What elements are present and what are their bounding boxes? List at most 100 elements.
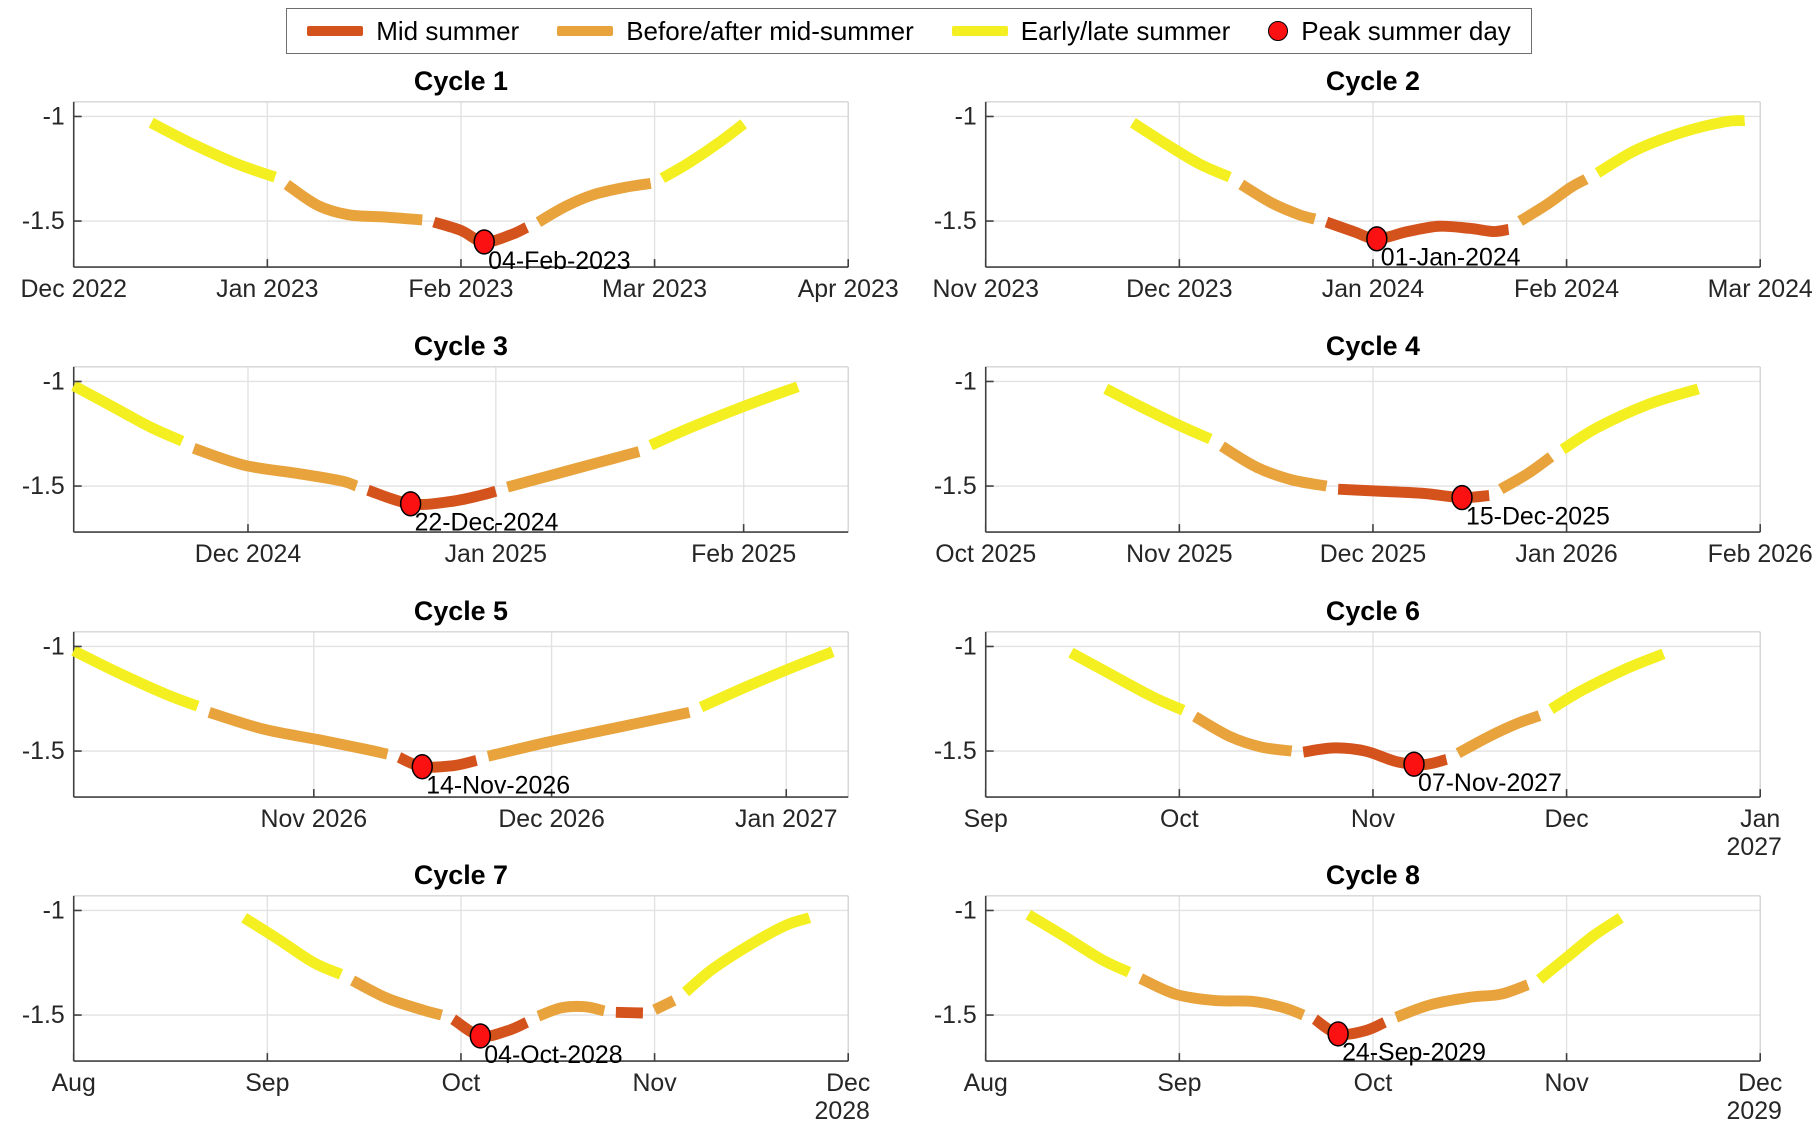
x-tick-label: Feb 2025 — [691, 540, 796, 568]
curve-segment-mid — [366, 484, 498, 510]
curve-segment-edge — [698, 646, 835, 712]
curve-segment-edge — [1559, 383, 1700, 454]
x-tick-label: Sep — [245, 1069, 289, 1097]
curve-segment-edge — [241, 913, 344, 980]
x-tick-label: Jan 2023 — [216, 275, 318, 303]
cycle-8-plot: Aug Sep Oct Nov Dec -1 -1.5 2029 24-Sep-2029 Cycl… — [934, 860, 1782, 1125]
x-tick-label: Dec 2022 — [20, 275, 126, 303]
peak-marker — [1451, 484, 1473, 511]
legend-label: Before/after mid-summer — [626, 16, 914, 46]
cycle-7-plot: Aug Sep Oct Nov Dec -1 -1.5 2028 04-Oct-2028 Cycl… — [22, 860, 870, 1125]
legend-label: Mid summer — [376, 16, 520, 46]
peak-date-label: 15-Dec-2025 — [1466, 502, 1610, 530]
curve-segment-mid — [1302, 742, 1448, 770]
x-tick-label: Jan — [1740, 805, 1780, 833]
subplot-title: Cycle 2 — [1326, 66, 1420, 96]
x-tick-label: Nov — [632, 1069, 677, 1097]
x-tick-label: Dec 2024 — [195, 540, 302, 568]
curve-segment-shoulder — [1394, 979, 1530, 1023]
cycle-6-plot: Sep Oct Nov Dec Jan -1 -1.5 2027 07-Nov-2027 Cycl… — [934, 595, 1782, 860]
subplot-title: Cycle 7 — [414, 860, 508, 890]
curve-segment-shoulder — [207, 706, 389, 760]
curve-segment-shoulder — [536, 1001, 606, 1022]
subplot-cycle-3: Dec 2024 Jan 2025 Feb 2025 -1 -1.5 22-Dec-202… — [10, 329, 896, 594]
subplot-cycle-7: Aug Sep Oct Nov Dec -1 -1.5 2028 04-Oct-2028 Cycl… — [10, 858, 896, 1125]
y-tick-label: -1.5 — [934, 472, 977, 500]
x-tick-label: Jan 2025 — [445, 540, 547, 568]
curve-segment-edge — [648, 381, 800, 451]
peak-day-marker-swatch — [1268, 21, 1289, 41]
y-tick-label: -1 — [955, 897, 977, 925]
curve-segment-shoulder — [191, 442, 359, 492]
subplot-title: Cycle 1 — [414, 66, 508, 96]
x-tick-label: Apr 2023 — [798, 275, 899, 303]
legend-label: Early/late summer — [1020, 16, 1231, 46]
x-tick-label: Dec 2023 — [1126, 275, 1232, 303]
curve-segment-mid — [1324, 216, 1510, 245]
x-tick-label: Dec — [1544, 805, 1588, 833]
curve-segment-mid — [450, 1014, 530, 1043]
y-tick-label: -1.5 — [934, 737, 977, 765]
cycle-5-plot: Nov 2026 Dec 2026 Jan 2027 -1 -1.5 14-Nov-202… — [22, 595, 849, 833]
y-tick-label: -1 — [43, 367, 65, 395]
y-tick-label: -1.5 — [22, 472, 65, 500]
peak-marker — [473, 229, 495, 255]
x-axis-year-label: 2028 — [815, 1097, 870, 1125]
curve-segment-mid — [396, 751, 478, 773]
curve-segment-mid — [615, 1007, 644, 1019]
peak-marker — [1327, 1021, 1349, 1047]
x-tick-label: Feb 2026 — [1708, 540, 1813, 568]
curve-segment-edge — [659, 119, 747, 183]
y-tick-label: -1.5 — [934, 1001, 977, 1029]
x-tick-label: Jan 2026 — [1515, 540, 1617, 568]
y-tick-label: -1 — [955, 632, 977, 660]
x-tick-label: Oct — [1160, 805, 1199, 833]
cycle-2-plot: Nov 2023 Dec 2023 Jan 2024 Feb 2024 Mar 2024… — [932, 66, 1812, 303]
subplot-title: Cycle 8 — [1326, 860, 1420, 890]
subplot-cycle-1: Dec 2022 Jan 2023 Feb 2023 Mar 2023 Apr 2023… — [10, 64, 899, 329]
mid-summer-line-swatch — [307, 26, 364, 36]
curve-segment-shoulder — [1498, 452, 1555, 494]
peak-date-label: 14-Nov-2026 — [426, 771, 570, 799]
subplot-cycle-6: Sep Oct Nov Dec Jan -1 -1.5 2027 07-Nov-2027 Cycl… — [922, 594, 1808, 860]
subplot-cycle-4: Oct 2025 Nov 2025 Dec 2025 Jan 2026 Feb 2026… — [922, 329, 1813, 594]
peak-date-label: 04-Oct-2028 — [484, 1041, 622, 1069]
x-tick-label: Jan 2024 — [1322, 275, 1425, 303]
curve-segment-edge — [1025, 910, 1132, 978]
early-late-line-swatch — [951, 26, 1008, 36]
peak-marker — [1403, 751, 1425, 777]
curve-segment-shoulder — [652, 995, 677, 1016]
x-tick-label: Nov 2023 — [932, 275, 1038, 303]
cycle-4-plot: Oct 2025 Nov 2025 Dec 2025 Jan 2026 Feb 2026… — [934, 331, 1813, 568]
curve-segment-shoulder — [486, 706, 691, 762]
x-tick-label: Aug — [52, 1069, 96, 1097]
legend-wrap: Mid summer Before/after mid-summer Early… — [10, 8, 1808, 54]
x-tick-label: Dec — [1738, 1069, 1782, 1097]
subplot-cycle-8: Aug Sep Oct Nov Dec -1 -1.5 2029 24-Sep-2029 Cycl… — [922, 858, 1808, 1125]
curve-segment-edge — [148, 117, 277, 183]
curve-segment-edge — [1594, 115, 1746, 178]
curve-segment-mid — [1311, 1014, 1387, 1041]
cycle-1-plot: Dec 2022 Jan 2023 Feb 2023 Mar 2023 Apr 2023… — [20, 66, 899, 303]
before-after-line-swatch — [557, 26, 614, 36]
y-tick-label: -1.5 — [22, 207, 65, 235]
peak-marker — [411, 753, 433, 780]
y-tick-label: -1 — [955, 102, 977, 130]
subplot-title: Cycle 4 — [1326, 331, 1420, 361]
x-tick-label: Dec 2026 — [498, 805, 604, 833]
curve-segment-edge — [1103, 383, 1213, 444]
x-tick-label: Feb 2023 — [408, 275, 513, 303]
y-tick-label: -1.5 — [934, 207, 977, 235]
curve-segment-edge — [681, 912, 812, 997]
x-tick-label: Dec — [826, 1069, 870, 1097]
x-tick-label: Aug — [964, 1069, 1008, 1097]
x-tick-label: Nov — [1544, 1069, 1589, 1097]
peak-date-label: 01-Jan-2024 — [1381, 244, 1521, 272]
curve-segment-shoulder — [506, 446, 641, 493]
x-tick-label: Sep — [964, 805, 1008, 833]
curve-segment-shoulder — [1238, 179, 1317, 225]
curve-segment-shoulder — [1138, 973, 1306, 1021]
x-tick-label: Mar 2023 — [602, 275, 707, 303]
peak-marker — [469, 1023, 492, 1050]
